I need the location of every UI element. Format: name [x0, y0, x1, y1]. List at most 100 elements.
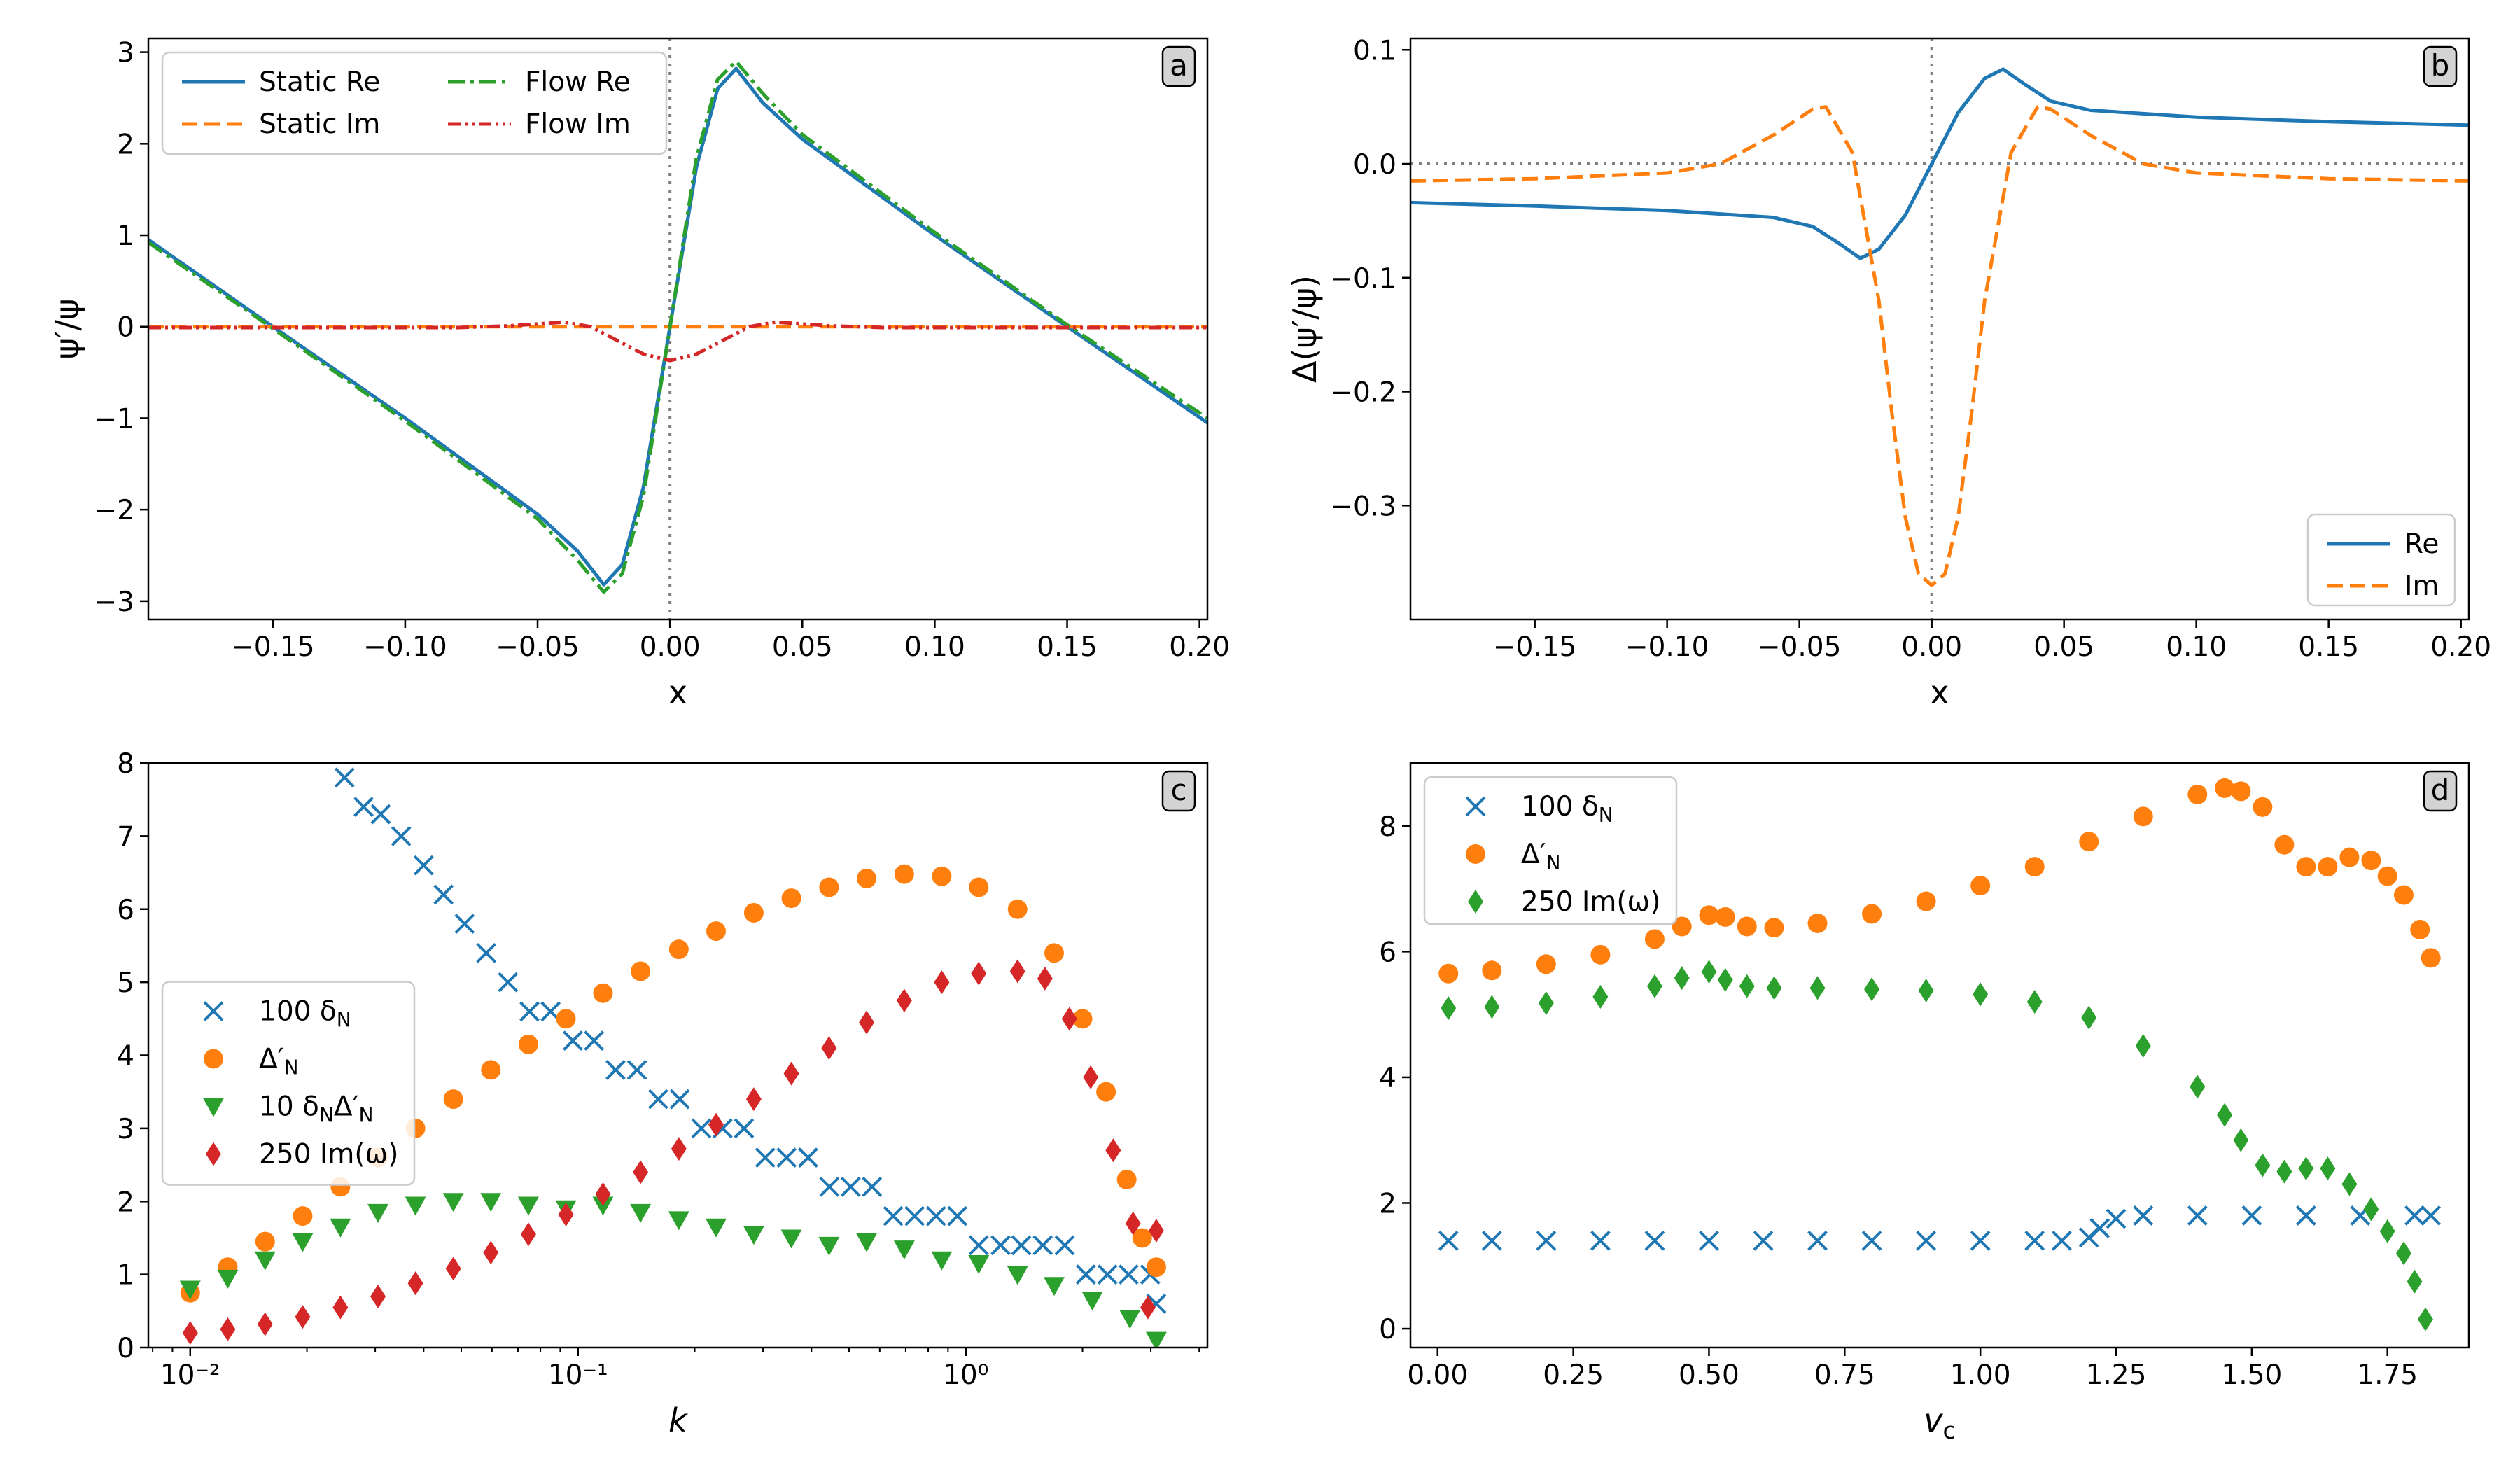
x-tick-label: −0.05	[496, 631, 580, 663]
series-c-2-point	[254, 1251, 276, 1270]
series-c-3-point	[220, 1317, 236, 1341]
series-d-2-point	[2233, 1128, 2249, 1152]
panel-c: 10⁻² 10⁻¹ 10⁰ 0 1 2 3 4 5 6 7 8 k c 100 δN Δ′N 10 δNΔ′N 2…	[117, 748, 1209, 1439]
panel-tag: d	[2423, 770, 2458, 812]
series-c-1-point	[293, 1206, 313, 1226]
series-c-3-point	[520, 1222, 536, 1247]
y-tick-label: 6	[1379, 937, 1396, 968]
series-c-2-point	[1082, 1292, 1103, 1311]
series-d-1-point	[1715, 906, 1735, 927]
legend-swatch	[204, 1049, 223, 1069]
y-tick-label: 8	[117, 748, 134, 780]
series-c-3-point	[1083, 1065, 1099, 1089]
series-c-0-point	[476, 942, 497, 963]
y-tick-label: 1	[117, 1260, 134, 1292]
series-d-0-point	[2421, 1205, 2442, 1226]
series-c-3-point	[595, 1182, 611, 1206]
series-d-1-point	[1807, 913, 1828, 933]
plot-area	[148, 59, 1208, 594]
y-tick-label: 2	[117, 129, 134, 160]
series-d-1-point	[2079, 832, 2099, 852]
series-d-0	[1438, 1205, 2442, 1251]
series-d-1-point	[2296, 857, 2316, 877]
series-c-2-point	[292, 1233, 314, 1252]
y-tick-label: 3	[117, 1114, 134, 1145]
plot-area	[1438, 778, 2442, 1331]
series-d-2-point	[2190, 1074, 2206, 1099]
series-c-2-point	[1145, 1331, 1167, 1348]
series-c-0-point	[990, 1235, 1011, 1256]
series-d-1-point	[1970, 876, 1991, 896]
x-axis-label: vc	[1924, 1401, 1955, 1444]
series-c-3-point	[934, 970, 950, 995]
x-axis-label: k	[668, 1401, 689, 1439]
y-tick-label: 4	[117, 1041, 134, 1072]
series-c-3-point	[257, 1312, 273, 1336]
series-c-0-point	[925, 1205, 946, 1226]
series-c-2-point	[217, 1269, 239, 1289]
y-tick-label: 0.1	[1353, 35, 1396, 66]
legend-entry: Flow Im	[448, 108, 631, 140]
x-tick-label: −0.15	[1493, 631, 1577, 663]
x-tick-label: 0.05	[2033, 631, 2094, 663]
series-d-2-point	[1864, 977, 1880, 1002]
x-tick-label: 0.75	[1814, 1359, 1875, 1391]
series-c-1-point	[556, 1009, 576, 1029]
x-tick-label: 0.20	[2430, 631, 2491, 663]
series-d-0-point	[1590, 1230, 1611, 1251]
series-c-0-point	[626, 1059, 648, 1080]
series-c-3-point	[1125, 1211, 1141, 1236]
series-c-1-point	[857, 868, 877, 888]
legend: Re Im	[2306, 513, 2456, 607]
series-c-3	[182, 959, 1164, 1345]
y-tick-label: 0	[117, 1333, 134, 1364]
series-c-2-point	[1043, 1277, 1065, 1296]
series-c-1-point	[706, 921, 726, 941]
series-c-2-point	[668, 1211, 690, 1231]
series-c-2-point	[780, 1229, 802, 1249]
legend-entry: Im	[2328, 570, 2440, 602]
series-c-3-point	[1061, 1007, 1077, 1031]
x-tick-label: −0.15	[231, 631, 315, 663]
legend-label: 100 δN	[1521, 791, 1614, 827]
series-d-0-point	[1916, 1230, 1937, 1251]
series-d-2-point	[1701, 960, 1717, 984]
series-c-3-point	[483, 1240, 499, 1265]
series-c-1-point	[1007, 899, 1028, 919]
series-d-1-point	[2274, 834, 2295, 855]
series-c-2-point	[856, 1233, 878, 1252]
series-d-1-point	[2377, 866, 2398, 886]
series-d-1-point	[1764, 918, 1784, 938]
legend-entry: 250 Im(ω)	[206, 1139, 398, 1170]
series-c-2-point	[368, 1203, 389, 1223]
series-d-2-point	[2276, 1159, 2292, 1184]
series-d-1-point	[2318, 857, 2338, 877]
x-axis-label: x	[1930, 673, 1949, 711]
series-c-0-point	[1097, 1264, 1118, 1285]
x-tick-label: 0.00	[1901, 631, 1962, 663]
series-c-0-point	[840, 1176, 861, 1197]
svg-text:d: d	[2431, 773, 2450, 807]
series-c-1-point	[743, 902, 764, 923]
series-c-2-point	[705, 1218, 727, 1238]
series-c-0	[334, 767, 1167, 1314]
legend-entry: 10 δNΔ′N	[203, 1091, 373, 1127]
series-c-1-point	[668, 939, 689, 960]
series-c-2-point	[592, 1196, 614, 1216]
y-tick-label: 2	[1379, 1188, 1396, 1219]
legend-entry: 100 δN	[203, 996, 351, 1032]
series-c-3-point	[295, 1305, 311, 1329]
series-d-1-point	[1536, 954, 1556, 974]
series-d-2-point	[2417, 1307, 2433, 1331]
series-d-1-point	[1438, 963, 1459, 983]
legend-label: Flow Re	[525, 66, 631, 98]
series-c-1-point	[969, 877, 989, 897]
legend-swatch	[1465, 796, 1486, 817]
series-c-0-point	[691, 1118, 712, 1139]
series-c-0-point	[433, 884, 454, 905]
legend-swatch	[203, 1001, 224, 1021]
panel-tag: a	[1161, 46, 1196, 88]
series-c-0-point	[1011, 1235, 1032, 1256]
series-c-0-point	[968, 1235, 989, 1256]
